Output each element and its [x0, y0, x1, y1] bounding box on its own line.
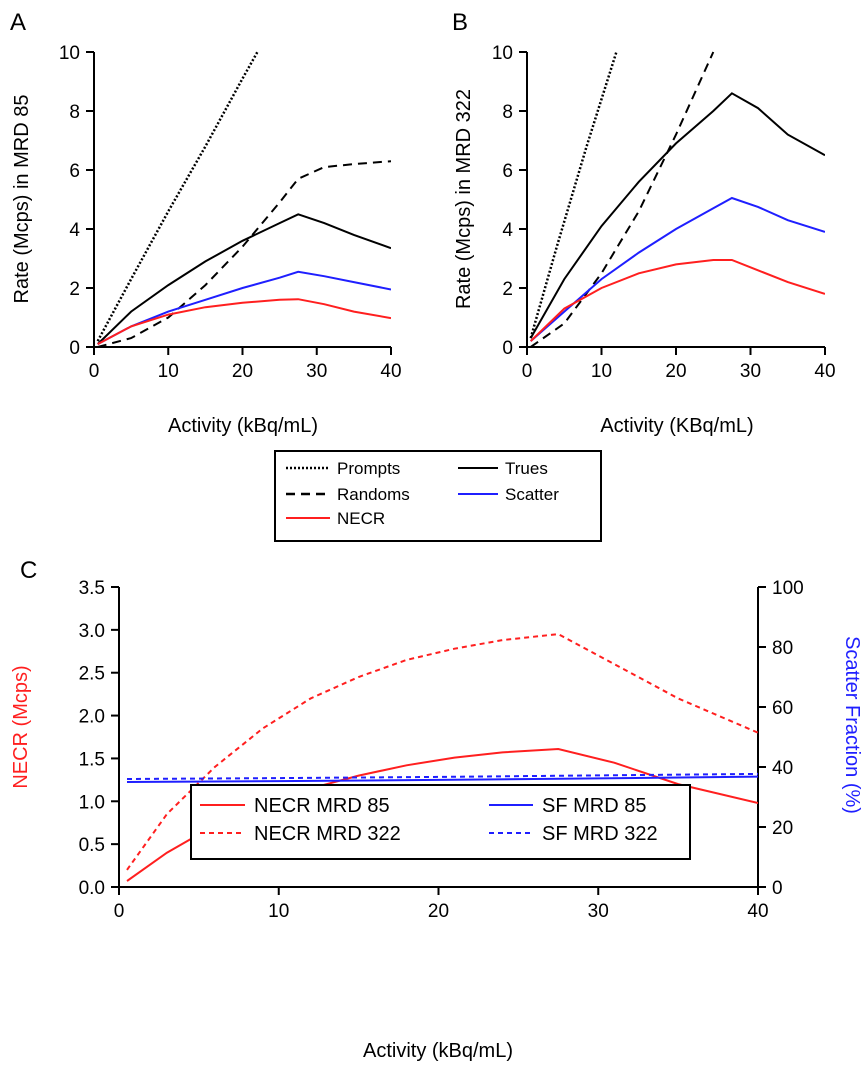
panel-a-series-trues [97, 213, 391, 345]
panel-c: C 0 10 20 30 40 0.0 0.5 1.0 1.5 2.0 2.5 3.0 3.5 0 20 40… [10, 557, 863, 1062]
panel-c-ylabel: NECR (Mcps) [10, 665, 32, 788]
panel-a-series-prompts [96, 51, 259, 342]
panel-b-y-tick-label: 0 [502, 338, 513, 359]
panel-c-y-tick-label: 2.5 [79, 664, 105, 685]
panel-c-y2-tick-label: 40 [772, 758, 793, 779]
panel-c-series-sf-mrd-322 [126, 772, 758, 780]
panel-a-y-tick-label: 6 [69, 161, 80, 182]
panel-c-y2label: Scatter Fraction (%) [841, 636, 863, 814]
panel-b-y-tick-label: 2 [502, 279, 513, 300]
panel-b-plot: 0 10 20 30 40 0 2 4 6 8 10 [492, 43, 836, 382]
panel-a-y-tick-label: 2 [69, 279, 80, 300]
top-legend: Prompts Randoms NECR Trues Scatter [274, 450, 602, 542]
panel-c-y2-tick-label: 0 [772, 878, 783, 899]
panel-b-x-tick-label: 0 [522, 361, 533, 382]
panel-b-x-tick-label: 10 [591, 361, 612, 382]
legend-prompts-label: Prompts [337, 459, 400, 478]
panel-b-y-tick-label: 10 [492, 43, 513, 64]
panel-b-series-randoms [530, 51, 715, 347]
legend-scatter-label: Scatter [505, 485, 559, 504]
legend-sf-mrd322-label: SF MRD 322 [542, 823, 658, 845]
panel-a-x-tick-label: 20 [232, 361, 253, 382]
panel-a: A 0 10 20 30 40 0 2 4 6 8 10 Activity (kBq/mL) Rat… [10, 9, 402, 437]
panel-b-series-necr [530, 259, 825, 342]
panel-a-x-tick-label: 30 [306, 361, 327, 382]
panel-c-y-tick-label: 0.5 [79, 835, 105, 856]
panel-b: B 0 10 20 30 40 0 2 4 6 8 10 Activity (KBq/mL) Rat… [452, 9, 836, 437]
panel-a-y-tick-label: 8 [69, 102, 80, 123]
panel-a-series-necr [97, 298, 391, 345]
legend-randoms-label: Randoms [337, 485, 410, 504]
panel-a-plot: 0 10 20 30 40 0 2 4 6 8 10 [59, 43, 402, 382]
panel-c-label: C [20, 557, 37, 584]
panel-b-ylabel: Rate (Mcps) in MRD 322 [453, 89, 475, 309]
legend-necr-mrd322-label: NECR MRD 322 [254, 823, 401, 845]
panel-c-plot: 0 10 20 30 40 0.0 0.5 1.0 1.5 2.0 2.5 3.0 3.5 0 20 40 60… [79, 578, 804, 922]
panel-c-x-tick-label: 30 [588, 901, 609, 922]
panel-c-y-tick-label: 2.0 [79, 707, 105, 728]
panel-a-series-scatter [97, 270, 391, 345]
panel-b-y-tick-label: 4 [502, 220, 513, 241]
panel-b-x-tick-label: 40 [814, 361, 835, 382]
panel-c-y2-tick-label: 100 [772, 578, 804, 599]
legend-trues-label: Trues [505, 459, 548, 478]
panel-a-y-tick-label: 0 [69, 338, 80, 359]
panel-a-xlabel: Activity (kBq/mL) [168, 415, 318, 437]
panel-c-y-tick-label: 3.0 [79, 621, 105, 642]
panel-c-legend-box [190, 784, 691, 860]
panel-c-y2-tick-label: 20 [772, 818, 793, 839]
panel-c-series-sf-mrd-85 [126, 775, 758, 783]
panel-b-x-tick-label: 20 [665, 361, 686, 382]
top-legend-box [274, 450, 602, 542]
legend-necr-mrd85-label: NECR MRD 85 [254, 795, 390, 817]
panel-c-x-tick-label: 0 [114, 901, 125, 922]
panel-c-legend: NECR MRD 85 NECR MRD 322 SF MRD 85 SF MR… [190, 784, 691, 860]
panel-c-y-tick-label: 0.0 [79, 878, 105, 899]
panel-a-label: A [10, 9, 26, 36]
panel-c-series-necr-mrd-322 [126, 633, 758, 871]
panel-b-xlabel: Activity (KBq/mL) [600, 415, 753, 437]
panel-a-y-tick-label: 4 [69, 220, 80, 241]
panel-a-y-tick-label: 10 [59, 43, 80, 64]
panel-b-series-trues [529, 92, 825, 339]
panel-c-y-tick-label: 1.0 [79, 792, 105, 813]
panel-a-series-randoms [97, 160, 391, 347]
panel-c-y2-tick-label: 60 [772, 698, 793, 719]
panel-c-y-tick-label: 3.5 [79, 578, 105, 599]
panel-c-x-tick-label: 40 [747, 901, 768, 922]
panel-a-x-tick-label: 0 [89, 361, 100, 382]
panel-a-x-tick-label: 10 [158, 361, 179, 382]
panel-b-y-tick-label: 8 [502, 102, 513, 123]
panel-c-x-tick-label: 20 [428, 901, 449, 922]
panel-b-series-prompts [529, 51, 618, 339]
panel-c-y-tick-label: 1.5 [79, 749, 105, 770]
panel-b-series-scatter [530, 196, 825, 342]
panel-c-y2-tick-label: 80 [772, 638, 793, 659]
panel-c-x-tick-label: 10 [268, 901, 289, 922]
panel-b-y-tick-label: 6 [502, 161, 513, 182]
panel-a-ylabel: Rate (Mcps) in MRD 85 [11, 95, 33, 304]
panel-c-xlabel: Activity (kBq/mL) [363, 1040, 513, 1062]
legend-necr-label: NECR [337, 509, 385, 528]
panel-b-label: B [452, 9, 468, 36]
panel-a-x-tick-label: 40 [380, 361, 401, 382]
legend-sf-mrd85-label: SF MRD 85 [542, 795, 646, 817]
panel-b-x-tick-label: 30 [740, 361, 761, 382]
